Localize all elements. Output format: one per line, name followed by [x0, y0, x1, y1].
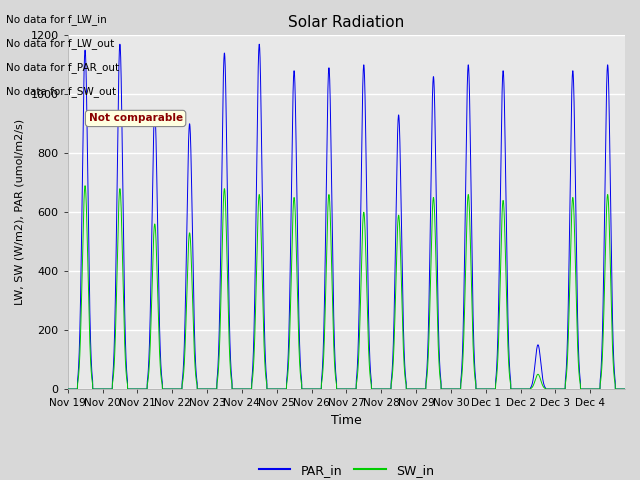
Text: Not comparable: Not comparable — [88, 113, 182, 123]
Title: Solar Radiation: Solar Radiation — [288, 15, 404, 30]
Legend: PAR_in, SW_in: PAR_in, SW_in — [254, 459, 438, 480]
Text: No data for f_LW_in: No data for f_LW_in — [6, 14, 107, 25]
Y-axis label: LW, SW (W/m2), PAR (umol/m2/s): LW, SW (W/m2), PAR (umol/m2/s) — [15, 119, 25, 305]
Text: No data for f_PAR_out: No data for f_PAR_out — [6, 62, 120, 73]
Text: No data for f_SW_out: No data for f_SW_out — [6, 86, 116, 97]
X-axis label: Time: Time — [331, 414, 362, 427]
Text: No data for f_LW_out: No data for f_LW_out — [6, 38, 115, 49]
